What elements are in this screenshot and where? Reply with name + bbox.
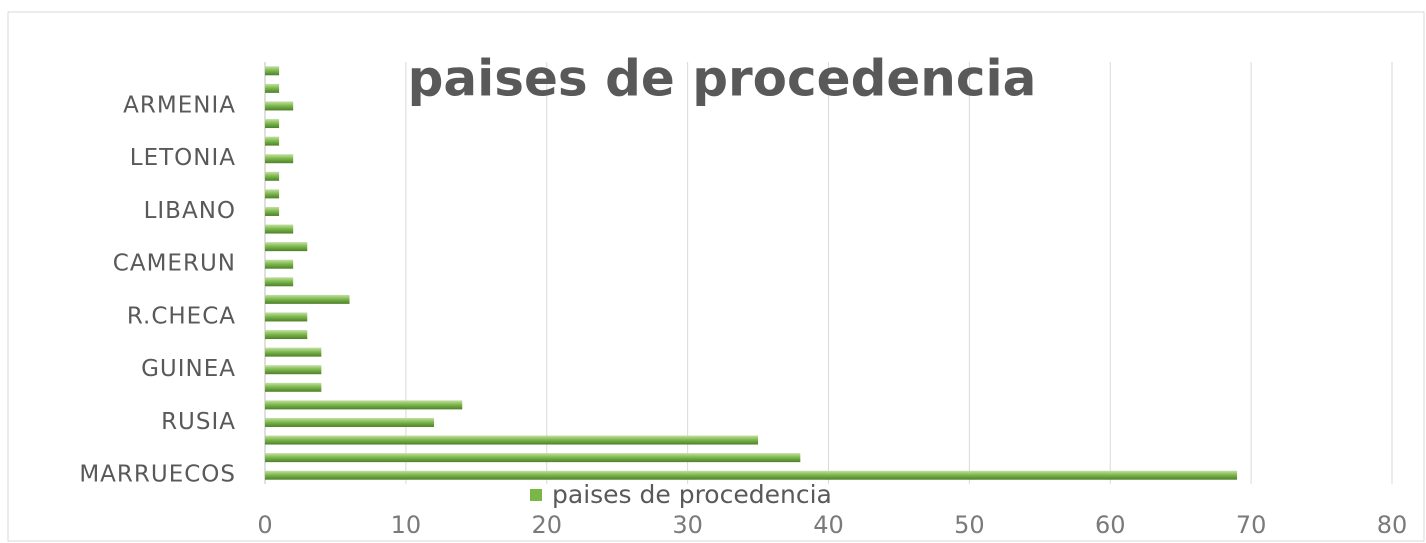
bar xyxy=(265,154,294,164)
bar xyxy=(265,259,294,269)
bar xyxy=(265,470,1238,480)
x-tick-label: 0 xyxy=(257,511,272,539)
bar xyxy=(265,435,759,445)
y-tick-label: ARMENIA xyxy=(123,92,236,118)
bar xyxy=(265,224,294,234)
y-tick-label: GUINEA xyxy=(141,356,236,382)
bar xyxy=(265,365,322,375)
chart-frame xyxy=(7,11,1425,542)
bar xyxy=(265,136,280,146)
labels: 0 10 20 30 40 50 60 70 80 MARRUECOS RUSIA GUINEA R.C… xyxy=(79,92,1407,539)
bar xyxy=(265,277,294,287)
x-tick-label: 80 xyxy=(1377,511,1408,539)
bar xyxy=(265,347,322,357)
bar xyxy=(265,101,294,111)
x-tick-label: 50 xyxy=(954,511,985,539)
y-tick-label: LIBANO xyxy=(144,198,236,224)
x-tick-label: 60 xyxy=(1095,511,1126,539)
bar xyxy=(265,400,463,410)
x-tick-label: 20 xyxy=(531,511,562,539)
y-tick-label: RUSIA xyxy=(161,409,236,435)
x-tick-label: 40 xyxy=(813,511,844,539)
bar xyxy=(265,171,280,181)
legend-swatch xyxy=(530,489,542,501)
x-tick-label: 70 xyxy=(1236,511,1267,539)
grid xyxy=(264,62,1393,484)
y-tick-label: R.CHECA xyxy=(127,303,236,329)
bar xyxy=(265,417,435,427)
y-tick-label: CAMERUN xyxy=(113,251,236,277)
bar xyxy=(265,119,280,129)
x-tick-label: 10 xyxy=(391,511,422,539)
bar xyxy=(265,294,350,304)
y-tick-label: MARRUECOS xyxy=(79,462,236,488)
y-tick-label: LETONIA xyxy=(130,145,236,171)
bar xyxy=(265,83,280,93)
bar xyxy=(265,189,280,199)
bar xyxy=(265,312,308,322)
chart-title: paises de procedencia xyxy=(408,50,1037,108)
bars xyxy=(265,66,1238,480)
bar xyxy=(265,66,280,76)
legend-label: paises de procedencia xyxy=(552,480,832,509)
bar xyxy=(265,330,308,340)
x-tick-label: 30 xyxy=(672,511,703,539)
bar xyxy=(265,453,801,463)
bar xyxy=(265,206,280,216)
bar xyxy=(265,382,322,392)
bar xyxy=(265,242,308,252)
